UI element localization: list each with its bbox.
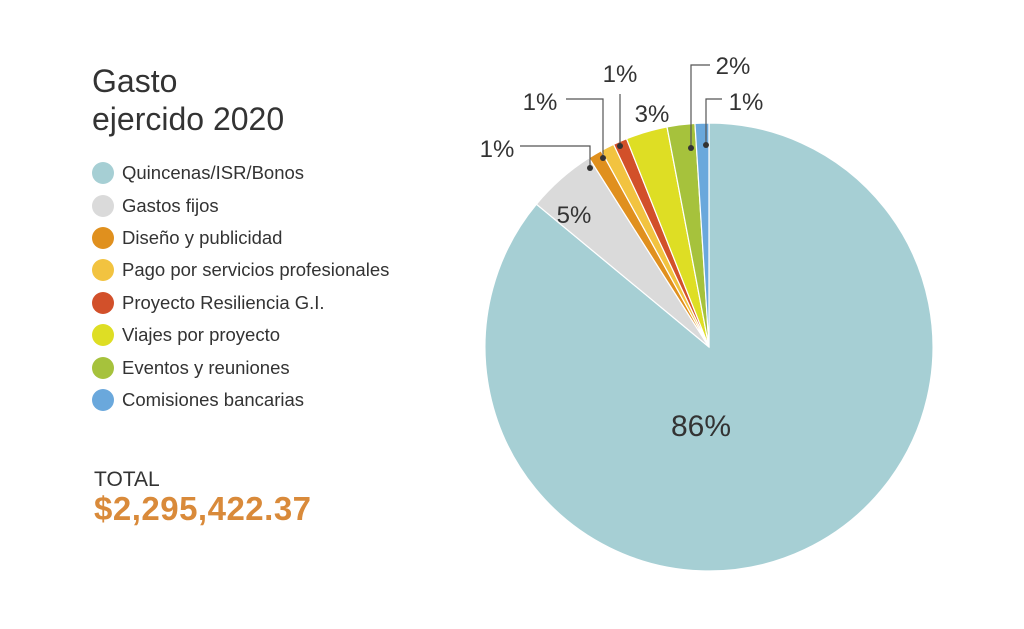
legend-label: Viajes por proyecto [122, 324, 281, 346]
legend-swatch [92, 388, 114, 411]
leader-dot [703, 142, 709, 148]
pie-slice [694, 122, 710, 348]
legend-item: Comisiones bancarias [92, 384, 389, 416]
legend-item: Proyecto Resiliencia G.I. [92, 287, 389, 319]
data-label: 5% [557, 202, 592, 229]
data-label: 2% [716, 53, 751, 80]
legend-item: Pago por servicios profesionales [92, 254, 389, 286]
legend-item: Gastos fijos [92, 189, 389, 221]
data-label: 1% [603, 61, 638, 88]
legend-swatch [92, 194, 114, 217]
legend-swatch [92, 291, 114, 314]
data-label: 1% [480, 136, 515, 163]
legend-label: Pago por servicios profesionales [122, 259, 390, 281]
chart-title: Gasto ejercido 2020 [92, 62, 352, 138]
leader-dot [587, 165, 593, 171]
legend-label: Gastos fijos [122, 194, 219, 216]
data-label: 1% [523, 89, 558, 116]
legend-item: Diseño y publicidad [92, 222, 389, 254]
legend-item: Quincenas/ISR/Bonos [92, 157, 389, 189]
legend: Quincenas/ISR/Bonos Gastos fijos Diseño y … [92, 157, 389, 416]
legend-label: Eventos y reuniones [122, 356, 290, 378]
data-label: 1% [729, 89, 764, 116]
leader-dot [617, 143, 623, 149]
legend-swatch [92, 324, 114, 347]
legend-item: Viajes por proyecto [92, 319, 389, 351]
legend-swatch [92, 259, 114, 282]
legend-swatch [92, 162, 114, 185]
legend-item: Eventos y reuniones [92, 351, 389, 383]
chart-title-line-2: ejercido 2020 [92, 101, 285, 137]
chart-title-line-1: Gasto [92, 63, 178, 99]
leader-line [520, 145, 591, 168]
total-value: $2,295,422.37 [94, 490, 312, 527]
legend-label: Comisiones bancarias [122, 388, 305, 410]
leader-line [705, 98, 722, 145]
legend-label: Quincenas/ISR/Bonos [122, 162, 305, 184]
data-label: 3% [635, 101, 670, 128]
leader-dot [600, 155, 606, 161]
data-label: 86% [671, 410, 731, 443]
leader-dot [688, 145, 694, 151]
legend-swatch [92, 226, 114, 249]
total-label: TOTAL [94, 468, 160, 491]
leader-line [566, 98, 604, 158]
legend-label: Diseño y publicidad [122, 226, 283, 248]
legend-swatch [92, 356, 114, 379]
leader-line [690, 64, 710, 148]
legend-label: Proyecto Resiliencia G.I. [122, 291, 325, 313]
